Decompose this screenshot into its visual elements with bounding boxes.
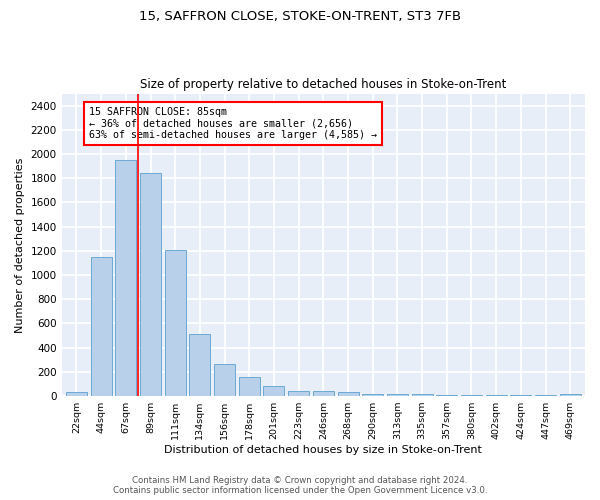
X-axis label: Distribution of detached houses by size in Stoke-on-Trent: Distribution of detached houses by size … (164, 445, 482, 455)
Bar (239, 378, 260, 396)
Bar (115, 160, 136, 396)
Bar (436, 395, 457, 396)
Text: 15, SAFFRON CLOSE, STOKE-ON-TRENT, ST3 7FB: 15, SAFFRON CLOSE, STOKE-ON-TRENT, ST3 7… (139, 10, 461, 23)
Bar (313, 391, 334, 396)
Title: Size of property relative to detached houses in Stoke-on-Trent: Size of property relative to detached ho… (140, 78, 506, 91)
Bar (362, 394, 383, 396)
Y-axis label: Number of detached properties: Number of detached properties (15, 157, 25, 332)
Bar (560, 394, 581, 396)
Bar (165, 250, 186, 396)
Bar (140, 174, 161, 396)
Bar (91, 257, 112, 396)
Bar (263, 386, 284, 396)
Bar (214, 364, 235, 396)
Text: 15 SAFFRON CLOSE: 85sqm
← 36% of detached houses are smaller (2,656)
63% of semi: 15 SAFFRON CLOSE: 85sqm ← 36% of detache… (89, 107, 377, 140)
Bar (66, 392, 87, 396)
Bar (412, 394, 433, 396)
Bar (190, 334, 211, 396)
Bar (387, 394, 408, 396)
Bar (288, 390, 309, 396)
Bar (338, 392, 359, 396)
Text: Contains HM Land Registry data © Crown copyright and database right 2024.
Contai: Contains HM Land Registry data © Crown c… (113, 476, 487, 495)
